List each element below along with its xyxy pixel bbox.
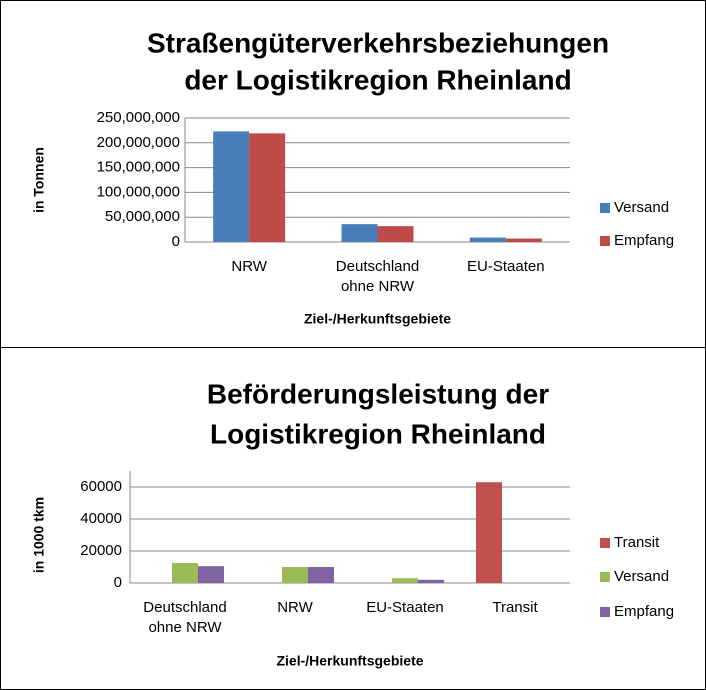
y-tick-label: 250,000,000	[97, 109, 180, 126]
bar	[172, 563, 198, 583]
y-tick-label: 100,000,000	[97, 183, 180, 200]
y-tick-label: 0	[172, 233, 180, 250]
y-tick-label: 150,000,000	[97, 159, 180, 176]
y-tick-label: 40000	[80, 510, 122, 527]
x-tick-label: NRW	[277, 599, 313, 616]
bar	[476, 482, 502, 583]
x-tick-label: NRW	[231, 258, 267, 275]
bar	[308, 567, 334, 583]
y-axis-title: in 1000 tkm	[31, 497, 47, 573]
legend-swatch	[600, 538, 610, 548]
legend-label: Versand	[614, 568, 669, 585]
legend-swatch	[600, 572, 610, 582]
y-axis-title: in Tonnen	[31, 147, 47, 213]
y-tick-label: 0	[114, 574, 122, 591]
bar	[213, 131, 250, 242]
x-tick-label: EU-Staaten	[467, 258, 545, 275]
x-axis-title: Ziel-/Herkunftsgebiete	[276, 653, 423, 669]
x-tick-label: Deutschland ohne NRW	[336, 258, 419, 295]
bar	[377, 226, 414, 242]
legend-swatch	[600, 607, 610, 617]
x-tick-label: EU-Staaten	[366, 599, 444, 616]
x-tick-label: Transit	[492, 599, 538, 616]
y-tick-label: 20000	[80, 542, 122, 559]
bar	[392, 578, 418, 583]
y-tick-label: 200,000,000	[97, 134, 180, 151]
bar	[282, 567, 308, 583]
legend-label: Empfang	[614, 603, 674, 620]
x-tick-label: Deutschland ohne NRW	[143, 599, 226, 636]
bar	[505, 238, 542, 242]
bar	[469, 237, 506, 242]
x-axis-title: Ziel-/Herkunftsgebiete	[304, 311, 451, 327]
bar	[249, 133, 286, 242]
bar	[198, 566, 224, 583]
chart-title: der Logistikregion Rheinland	[184, 64, 571, 95]
bar	[418, 579, 444, 583]
legend-label: Versand	[614, 199, 669, 216]
chart-title: Straßengüterverkehrsbeziehungen	[147, 27, 609, 58]
legend-swatch	[600, 236, 610, 246]
legend-label: Transit	[614, 534, 660, 551]
legend-swatch	[600, 203, 610, 213]
chart-title: Logistikregion Rheinland	[210, 418, 546, 449]
legend-label: Empfang	[614, 232, 674, 249]
y-tick-label: 60000	[80, 478, 122, 495]
chart-title: Beförderungsleistung der	[207, 378, 549, 409]
bar	[341, 224, 378, 242]
y-tick-label: 50,000,000	[105, 208, 180, 225]
